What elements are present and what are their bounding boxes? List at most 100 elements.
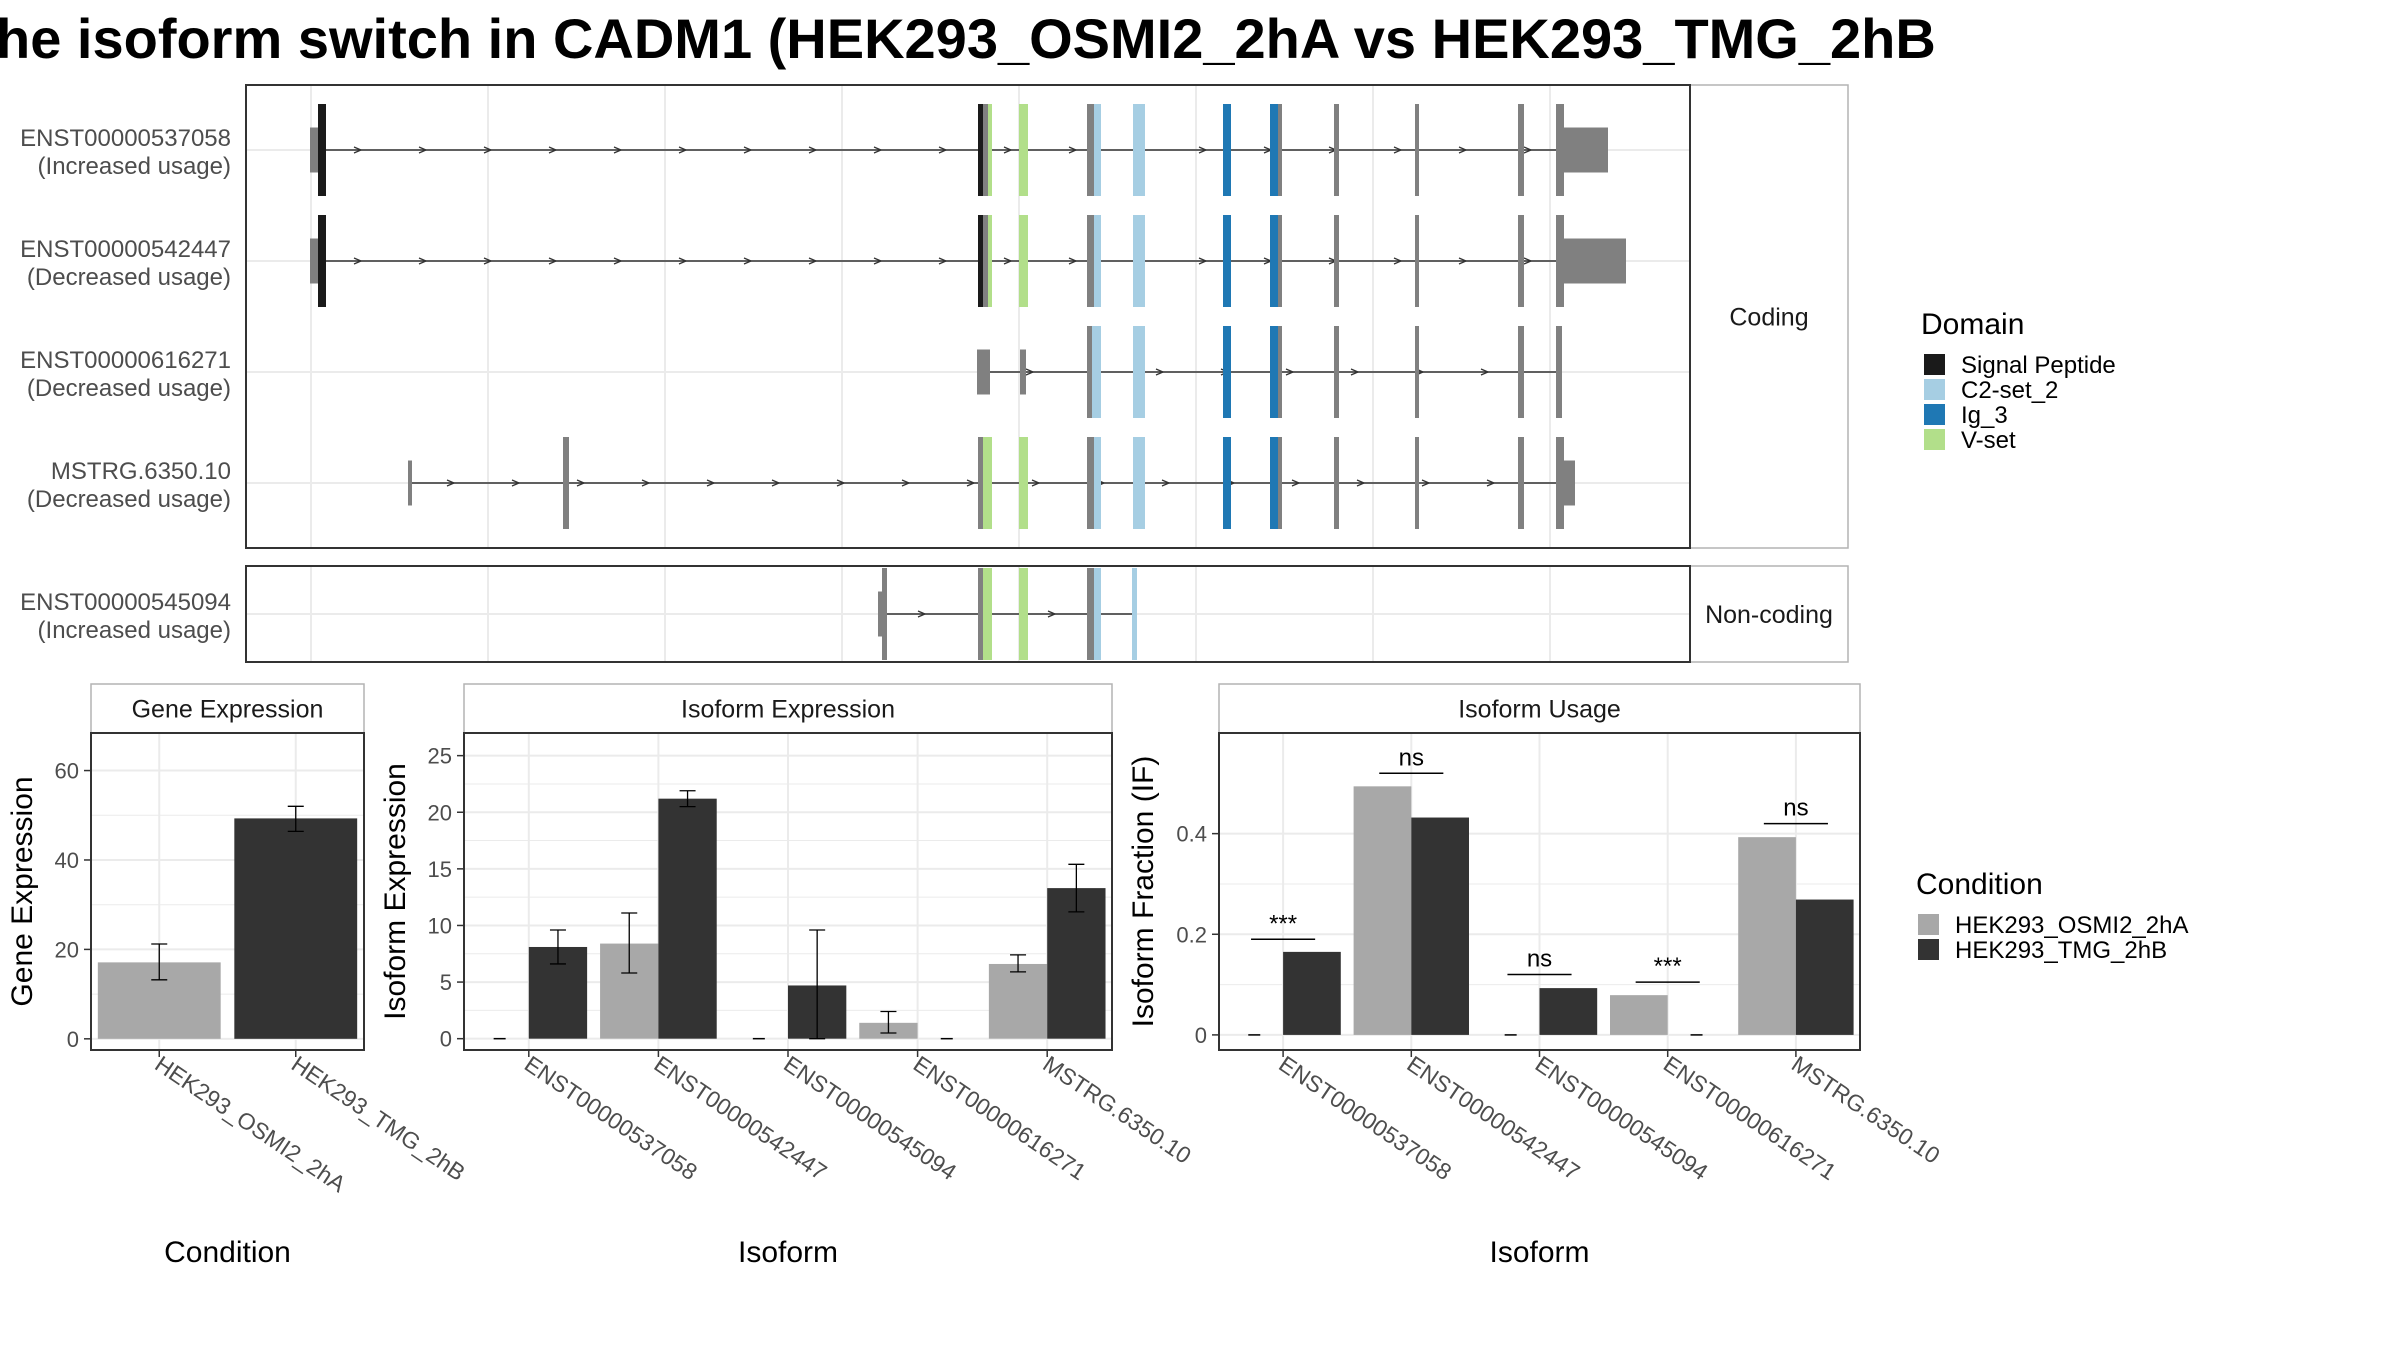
- exon: [1133, 437, 1145, 529]
- chart-facet-strip: [1218, 683, 1861, 734]
- exon: [983, 437, 992, 529]
- strand-arrow: [1480, 368, 1490, 376]
- exon: [1087, 215, 1094, 307]
- exon: [1133, 215, 1145, 307]
- exon: [1556, 437, 1564, 529]
- strand-arrow: [873, 146, 883, 154]
- domain-legend-swatch: [1924, 379, 1945, 400]
- strand-arrow: [1458, 146, 1468, 154]
- y-tick-label: 15: [428, 857, 452, 882]
- exon: [1270, 437, 1278, 529]
- strand-arrow: [743, 146, 753, 154]
- exon: [1270, 326, 1278, 418]
- y-tick-label: 0: [440, 1027, 452, 1052]
- exon: [1223, 215, 1231, 307]
- transcript-usage-label: (Decreased usage): [27, 375, 231, 402]
- isoform-expression-chart: Isoform Expression0510152025ENST00000537…: [379, 683, 1196, 1269]
- condition-legend-label: HEK293_OSMI2_2hA: [1955, 912, 2188, 939]
- chart-title: Isoform Expression: [681, 696, 895, 724]
- strand-arrow: [1155, 368, 1165, 376]
- x-axis-title: Isoform: [738, 1236, 838, 1269]
- strand-arrow: [678, 146, 688, 154]
- exon: [1278, 326, 1282, 418]
- strand-arrow: [613, 146, 623, 154]
- strand-arrow: [771, 479, 781, 487]
- exon: [1094, 104, 1101, 196]
- exon: [1092, 326, 1101, 418]
- exon: [1518, 104, 1524, 196]
- bar: [1610, 995, 1668, 1035]
- exon: [563, 437, 569, 529]
- strand-arrow: [353, 146, 363, 154]
- exon: [1564, 127, 1608, 173]
- exon: [1518, 215, 1524, 307]
- transcript-id-label: MSTRG.6350.10: [51, 458, 231, 485]
- strand-arrow: [901, 479, 911, 487]
- exon: [1278, 104, 1282, 196]
- strand-arrow: [1068, 146, 1078, 154]
- exon: [1019, 104, 1028, 196]
- exon: [878, 591, 882, 637]
- strand-arrow: [418, 146, 428, 154]
- exon: [1020, 349, 1026, 395]
- exon: [977, 349, 990, 395]
- strand-arrow: [1291, 479, 1301, 487]
- strand-arrow: [808, 146, 818, 154]
- strand-arrow: [1393, 146, 1403, 154]
- exon: [1133, 104, 1145, 196]
- strand-arrow: [917, 610, 927, 618]
- significance-label: ns: [1783, 795, 1808, 822]
- exon: [988, 104, 992, 196]
- bar: [1795, 899, 1854, 1035]
- transcript-usage-label: (Decreased usage): [27, 486, 231, 513]
- chart-facet-strip: [90, 683, 365, 734]
- exon: [1556, 215, 1564, 307]
- chart-title: Gene Expression: [132, 696, 324, 724]
- domain-legend-swatch: [1924, 429, 1945, 450]
- y-axis-title: Isoform Expression: [379, 763, 412, 1020]
- condition-legend-swatch: [1918, 914, 1939, 935]
- exon: [1334, 104, 1339, 196]
- significance-label: ***: [1654, 953, 1682, 980]
- bar: [1738, 837, 1796, 1035]
- chart-border: [90, 732, 365, 1051]
- exon: [1564, 460, 1575, 506]
- strand-arrow: [938, 146, 948, 154]
- exon: [978, 215, 983, 307]
- strand-arrow: [1025, 368, 1035, 376]
- exon: [1518, 437, 1524, 529]
- exon: [1334, 215, 1339, 307]
- strand-arrow: [1003, 146, 1013, 154]
- strand-arrow: [1003, 257, 1013, 265]
- exon: [1019, 437, 1028, 529]
- exon: [978, 568, 983, 660]
- exon: [1415, 326, 1419, 418]
- strand-arrow: [1068, 257, 1078, 265]
- strand-arrow: [548, 146, 558, 154]
- strand-arrow: [966, 479, 976, 487]
- x-axis-title: Isoform: [1489, 1236, 1589, 1269]
- strand-arrow: [1198, 146, 1208, 154]
- facet-strip-label: Non-coding: [1705, 601, 1833, 629]
- y-tick-label: 20: [428, 800, 452, 825]
- exon: [1019, 568, 1028, 660]
- exon: [1087, 326, 1092, 418]
- transcript-usage-label: (Decreased usage): [27, 264, 231, 291]
- y-tick-label: 10: [428, 913, 452, 938]
- significance-label: ns: [1399, 744, 1424, 771]
- bar: [1539, 988, 1598, 1035]
- facet-strip-label: Coding: [1729, 304, 1808, 332]
- structure-panel-border: [245, 565, 1691, 663]
- exon: [1132, 568, 1137, 660]
- strand-arrow: [1198, 257, 1208, 265]
- bar: [658, 798, 717, 1039]
- exon: [1564, 238, 1626, 284]
- strand-arrow: [1486, 479, 1496, 487]
- domain-legend-swatch: [1924, 354, 1945, 375]
- strand-arrow: [836, 479, 846, 487]
- exon: [310, 127, 318, 173]
- transcript-structure-panel: CodingNon-codingENST00000537058(Increase…: [20, 84, 1849, 663]
- strand-arrow: [1393, 257, 1403, 265]
